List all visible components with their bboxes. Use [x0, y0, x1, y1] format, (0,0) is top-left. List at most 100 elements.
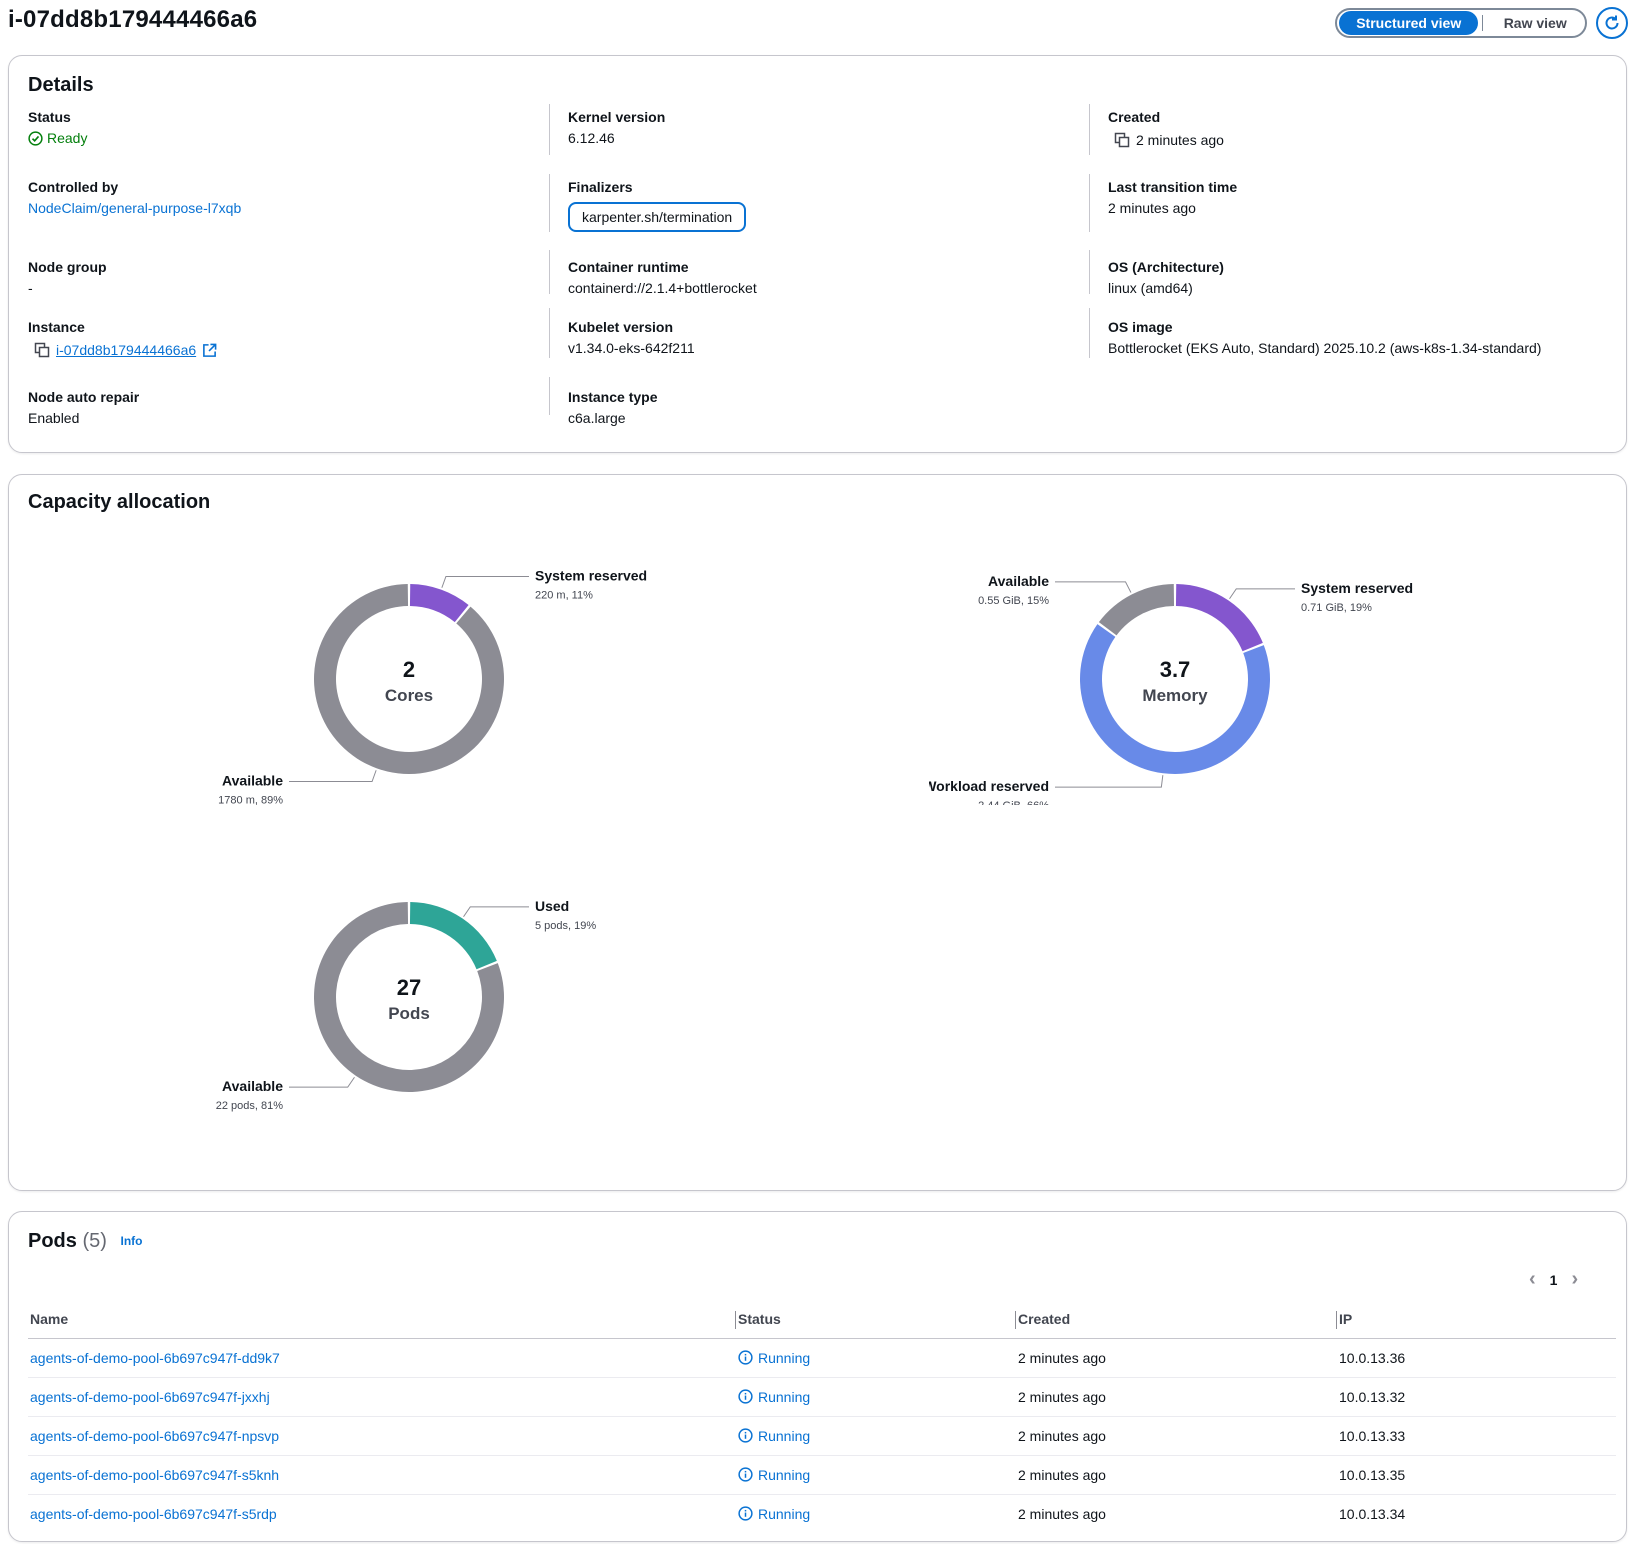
page-header: i-07dd8b179444466a6 Structured view Raw … — [0, 0, 1636, 52]
table-row: agents-of-demo-pool-6b697c947f-s5rdp Runn… — [28, 1494, 1616, 1533]
status-ready-icon — [28, 130, 43, 146]
pod-ip-cell: 10.0.13.34 — [1339, 1505, 1406, 1522]
donut-center-value: 27 — [397, 975, 421, 1000]
pod-name-link[interactable]: agents-of-demo-pool-6b697c947f-s5knh — [30, 1466, 280, 1483]
view-toggle[interactable]: Structured view Raw view — [1335, 8, 1587, 38]
pod-name-cell: agents-of-demo-pool-6b697c947f-jxxhj — [28, 1377, 736, 1417]
kernel-version-label: Kernel version — [568, 109, 666, 125]
pod-name-link[interactable]: agents-of-demo-pool-6b697c947f-s5rdp — [30, 1505, 277, 1522]
os-arch-field: OS (Architecture) linux (amd64) — [1108, 258, 1628, 298]
donut-segment-used[interactable] — [409, 902, 497, 970]
pods-table: Name Status Created IP agents-of-demo-po… — [28, 1300, 1616, 1533]
controlled-by-field: Controlled by NodeClaim/general-purpose-… — [28, 178, 548, 218]
column-header-name[interactable]: Name — [28, 1300, 736, 1339]
instance-link[interactable]: i-07dd8b179444466a6 — [56, 342, 197, 358]
instance-type-label: Instance type — [568, 389, 658, 405]
pods-count: (5) — [82, 1230, 107, 1252]
pod-name-link[interactable]: agents-of-demo-pool-6b697c947f-jxxhj — [30, 1388, 270, 1405]
pod-status: Running — [738, 1506, 1014, 1522]
donut-segment-system-reserved[interactable] — [409, 584, 469, 623]
created-value-row: 2 minutes ago — [1108, 132, 1628, 148]
donut-segment-available[interactable] — [1098, 584, 1175, 636]
pod-status-text: Running — [758, 1427, 811, 1444]
segment-label: Available — [988, 573, 1049, 589]
refresh-button[interactable] — [1596, 7, 1628, 39]
pods-card: Pods (5) Info ‹ 1 › Name Status Created … — [8, 1211, 1627, 1542]
column-header-created[interactable]: Created — [1016, 1300, 1337, 1339]
current-page[interactable]: 1 — [1549, 1271, 1558, 1288]
instance-type-value: c6a.large — [568, 410, 626, 426]
memory-donut-chart: System reserved 0.71 GiB, 19% Workload res… — [929, 525, 1489, 805]
column-divider — [549, 104, 550, 155]
pod-created-cell: 2 minutes ago — [1016, 1377, 1337, 1417]
finalizers-field: Finalizers karpenter.sh/termination — [568, 178, 1088, 232]
kubelet-version-value: v1.34.0-eks-642f211 — [568, 340, 695, 356]
pod-name-link[interactable]: agents-of-demo-pool-6b697c947f-npsvp — [30, 1427, 280, 1444]
pod-ip-cell: 10.0.13.35 — [1337, 1455, 1616, 1495]
table-row: agents-of-demo-pool-6b697c947f-s5knh Runn… — [28, 1455, 1616, 1495]
info-icon — [738, 1389, 753, 1404]
pod-status-text: Running — [758, 1349, 811, 1366]
column-divider — [549, 377, 550, 415]
structured-view-button[interactable]: Structured view — [1339, 11, 1479, 35]
donut-segment-workload-reserved[interactable] — [1080, 624, 1270, 774]
details-title: Details — [28, 74, 94, 96]
info-icon — [738, 1467, 753, 1482]
created-label: Created — [1108, 109, 1161, 125]
status-field: Status Ready — [28, 108, 548, 148]
cores-donut-chart: System reserved 220 m, 11% Available 1780 m… — [179, 525, 699, 805]
node-auto-repair-field: Node auto repair Enabled — [28, 388, 548, 428]
column-divider — [1089, 104, 1090, 155]
details-column-3: Created 2 minutes ago Last transition ti… — [1089, 108, 1609, 438]
column-resizer[interactable] — [1015, 1311, 1016, 1329]
column-divider — [1089, 250, 1090, 294]
column-resizer[interactable] — [1336, 1311, 1337, 1329]
segment-detail: 1780 m, 89% — [218, 795, 283, 805]
node-group-field: Node group - — [28, 258, 548, 298]
segment-detail: 0.71 GiB, 19% — [1301, 602, 1372, 614]
leader-line — [1229, 588, 1295, 600]
pod-status-text: Running — [758, 1466, 811, 1483]
table-header-row: Name Status Created IP — [28, 1300, 1616, 1339]
column-header-status[interactable]: Status — [736, 1300, 1016, 1339]
table-row: agents-of-demo-pool-6b697c947f-jxxhj Runn… — [28, 1377, 1616, 1417]
info-link[interactable]: Info — [120, 1234, 143, 1248]
pagination: ‹ 1 › — [1529, 1268, 1578, 1291]
pod-name-cell: agents-of-demo-pool-6b697c947f-dd9k7 — [28, 1338, 736, 1378]
controlled-by-link[interactable]: NodeClaim/general-purpose-l7xqb — [28, 200, 242, 216]
kubelet-version-label: Kubelet version — [568, 319, 674, 335]
copy-icon[interactable] — [34, 342, 50, 358]
donut-center-unit: Memory — [1142, 686, 1208, 705]
segment-label: System reserved — [1301, 580, 1413, 596]
container-runtime-field: Container runtime containerd://2.1.4+bot… — [568, 258, 1088, 298]
os-arch-value: linux (amd64) — [1108, 280, 1193, 296]
pod-status-text: Running — [758, 1388, 811, 1405]
pod-name-link[interactable]: agents-of-demo-pool-6b697c947f-dd9k7 — [30, 1349, 280, 1366]
external-link-icon[interactable] — [202, 343, 217, 358]
copy-icon[interactable] — [1114, 132, 1130, 148]
chevron-right-icon[interactable]: › — [1571, 1268, 1579, 1290]
pod-name-cell: agents-of-demo-pool-6b697c947f-npsvp — [28, 1416, 736, 1456]
pod-name-cell: agents-of-demo-pool-6b697c947f-s5rdp — [28, 1494, 736, 1533]
info-icon — [738, 1506, 753, 1521]
raw-view-button[interactable]: Raw view — [1503, 15, 1567, 31]
donut-segment-system-reserved[interactable] — [1175, 584, 1263, 652]
pod-status: Running — [738, 1389, 1014, 1405]
pod-ip-cell: 10.0.13.36 — [1337, 1338, 1616, 1378]
pod-created-cell: 2 minutes ago — [1016, 1455, 1337, 1495]
pod-status-cell: Running — [736, 1377, 1016, 1417]
column-resizer[interactable] — [735, 1311, 736, 1329]
os-image-value: Bottlerocket (EKS Auto, Standard) 2025.1… — [1108, 340, 1542, 356]
donut-center-value: 2 — [403, 657, 415, 682]
chevron-left-icon[interactable]: ‹ — [1529, 1268, 1536, 1290]
segment-label: Workload reserved — [929, 778, 1049, 794]
leader-line — [463, 906, 529, 918]
finalizer-badge[interactable]: karpenter.sh/termination — [568, 202, 747, 232]
pod-created-cell: 2 minutes ago — [1016, 1416, 1337, 1456]
capacity-card: Capacity allocation System reserved 220 m… — [8, 474, 1627, 1191]
table-row: agents-of-demo-pool-6b697c947f-npsvp Runn… — [28, 1416, 1616, 1456]
column-header-ip[interactable]: IP — [1337, 1300, 1616, 1339]
kubelet-version-field: Kubelet version v1.34.0-eks-642f211 — [568, 318, 1088, 358]
toggle-divider — [1482, 15, 1484, 31]
instance-label: Instance — [28, 319, 85, 335]
